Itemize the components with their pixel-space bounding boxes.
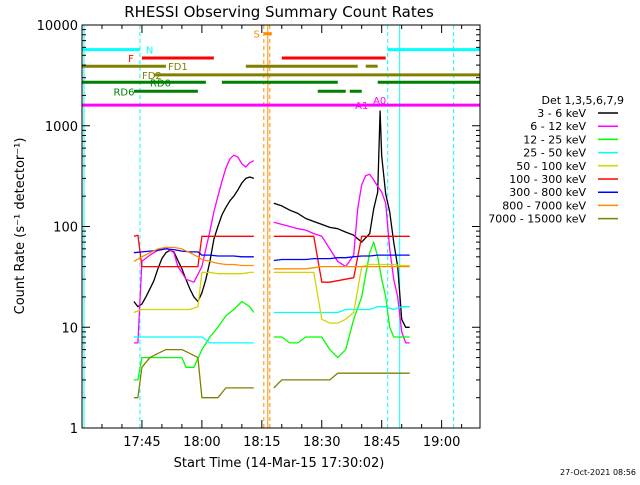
series-line-50-100kev — [133, 271, 254, 314]
legend-label: 3 - 6 keV — [537, 107, 586, 120]
series-line-3-6kev — [133, 176, 255, 308]
series-line-7000-15000kev — [273, 372, 410, 389]
y-tick-label: 1 — [70, 422, 78, 437]
x-axis-label: Start Time (14-Mar-15 17:30:02) — [174, 456, 385, 471]
legend-label: 50 - 100 keV — [516, 160, 586, 173]
flag-label-n: N — [146, 46, 153, 57]
flag-label-a0: A0 — [373, 96, 386, 107]
series-line-100-300kev — [133, 234, 254, 268]
series-line-25-50kev — [273, 306, 410, 314]
x-tick-label: 17:45 — [123, 435, 160, 450]
x-tick-label: 18:30 — [303, 435, 340, 450]
legend-label: 25 - 50 keV — [523, 147, 586, 160]
x-tick-label: 18:15 — [243, 435, 280, 450]
legend-label: 300 - 800 keV — [509, 186, 586, 199]
y-tick-label: 10000 — [37, 19, 78, 34]
flag-label-rd0: RD0 — [150, 78, 171, 89]
series-line-7000-15000kev — [133, 348, 254, 399]
legend-label: 6 - 12 keV — [530, 120, 586, 133]
legend-label: 7000 - 15000 keV — [488, 213, 586, 226]
y-tick-label: 1000 — [45, 120, 78, 135]
flag-label-fd1: FD1 — [168, 62, 188, 73]
chart-title: RHESSI Observing Summary Count Rates — [124, 3, 434, 21]
series-line-800-7000kev — [273, 265, 410, 270]
x-tick-label: 19:00 — [423, 435, 460, 450]
series-line-6-12kev — [273, 173, 410, 344]
flag-label-a1: A1 — [355, 101, 368, 112]
series-line-800-7000kev — [133, 246, 254, 267]
axis-ticks: 17:45 18:00 18:15 18:30 18:45 19:00 1 10 100 1000… — [37, 19, 480, 450]
legend-title: Det 1,3,5,6,7,9 — [541, 94, 624, 107]
timestamp: 27-Oct-2021 08:56 — [560, 468, 636, 477]
series-line-300-800kev — [273, 254, 410, 262]
flag-label-f: F — [128, 54, 134, 65]
y-tick-label: 10 — [61, 321, 78, 336]
series-line-100-300kev — [273, 235, 410, 283]
legend-label: 800 - 7000 keV — [502, 199, 586, 212]
x-tick-label: 18:00 — [183, 435, 220, 450]
legend-label: 100 - 300 keV — [509, 173, 586, 186]
y-tick-label: 100 — [53, 221, 78, 236]
series-line-25-50kev — [133, 336, 254, 344]
legend-label: 12 - 25 keV — [523, 133, 586, 146]
flag-label-fd2: FD2 — [142, 71, 162, 82]
y-axis-label: Count Rate (s⁻¹ detector⁻¹) — [13, 138, 28, 315]
series-line-12-25kev — [273, 241, 410, 359]
flag-label-rd6: RD6 — [113, 87, 134, 98]
x-tick-label: 18:45 — [363, 435, 400, 450]
series-line-50-100kev — [273, 263, 410, 324]
series-line-12-25kev — [133, 300, 255, 381]
series-line-3-6kev — [273, 110, 410, 328]
flag-label-s: S — [253, 30, 259, 41]
